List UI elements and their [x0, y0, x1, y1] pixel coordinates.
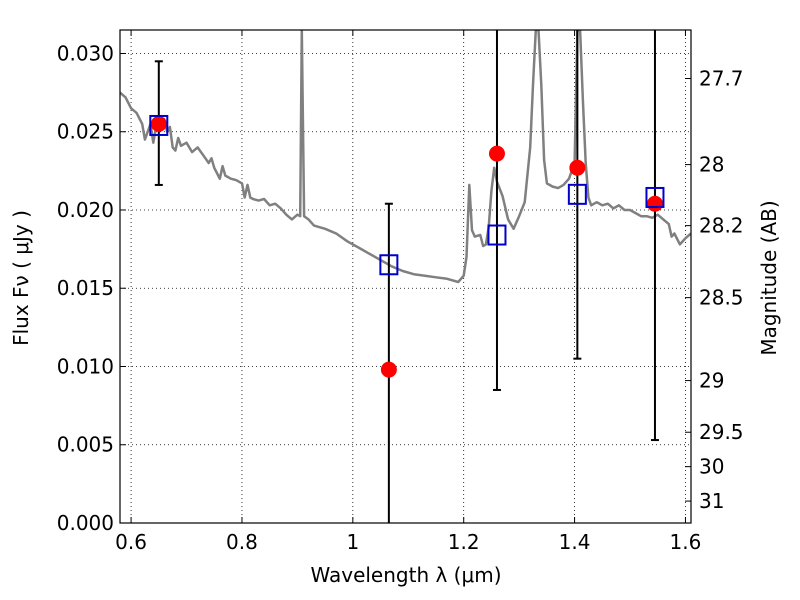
red-circle-point	[646, 195, 663, 212]
blue-square-point	[487, 224, 507, 246]
red-circle-point	[380, 361, 397, 378]
y-tick-label: 0.010	[57, 354, 114, 378]
plot-data	[120, 30, 691, 284]
y2-tick-label: 31	[699, 489, 724, 513]
y-tick-label: 0.005	[57, 433, 114, 457]
y2-axis-title: Magnitude (AB)	[757, 200, 781, 355]
y-tick-label: 0.020	[57, 198, 114, 222]
x-tick-label: 1	[346, 530, 359, 554]
blue-square-point	[645, 186, 665, 208]
y-tick-label: 0.000	[57, 511, 114, 535]
y2-tick-label: 28.5	[699, 286, 744, 310]
x-axis-title: Wavelength λ (μm)	[310, 563, 501, 587]
red-circle-point	[569, 159, 586, 176]
y-axis-title: Flux Fν ( μJy )	[9, 210, 33, 346]
red-circle-point	[488, 145, 505, 162]
y-tick-label: 0.025	[57, 120, 114, 144]
y-tick-label: 0.030	[57, 41, 114, 65]
y2-tick-label: 29	[699, 369, 724, 393]
y2-tick-label: 28	[699, 153, 724, 177]
y2-tick-label: 28.2	[699, 214, 744, 238]
y-tick-label: 0.015	[57, 276, 114, 300]
x-tick-label: 1.2	[448, 530, 480, 554]
blue-square-point	[567, 183, 587, 205]
grid	[120, 30, 691, 524]
error-bars	[149, 30, 665, 523]
model-spectrum-line	[120, 30, 691, 284]
x-tick-label: 0.8	[226, 530, 258, 554]
y2-tick-label: 30	[699, 455, 724, 479]
x-tick-label: 1.4	[559, 530, 591, 554]
blue-square-point	[379, 254, 399, 276]
plot-frame	[119, 29, 692, 524]
red-circle-point	[150, 115, 167, 132]
y2-tick-label: 27.7	[699, 67, 744, 91]
blue-square-point	[149, 114, 169, 136]
x-tick-label: 1.6	[670, 530, 702, 554]
x-tick-label: 0.6	[115, 530, 147, 554]
ticks: 0.6 0.8 1 1.2 1.4 1.6 0.000 0.005 0.010 0.015 0.02…	[57, 30, 744, 554]
y2-tick-label: 29.5	[699, 420, 744, 444]
